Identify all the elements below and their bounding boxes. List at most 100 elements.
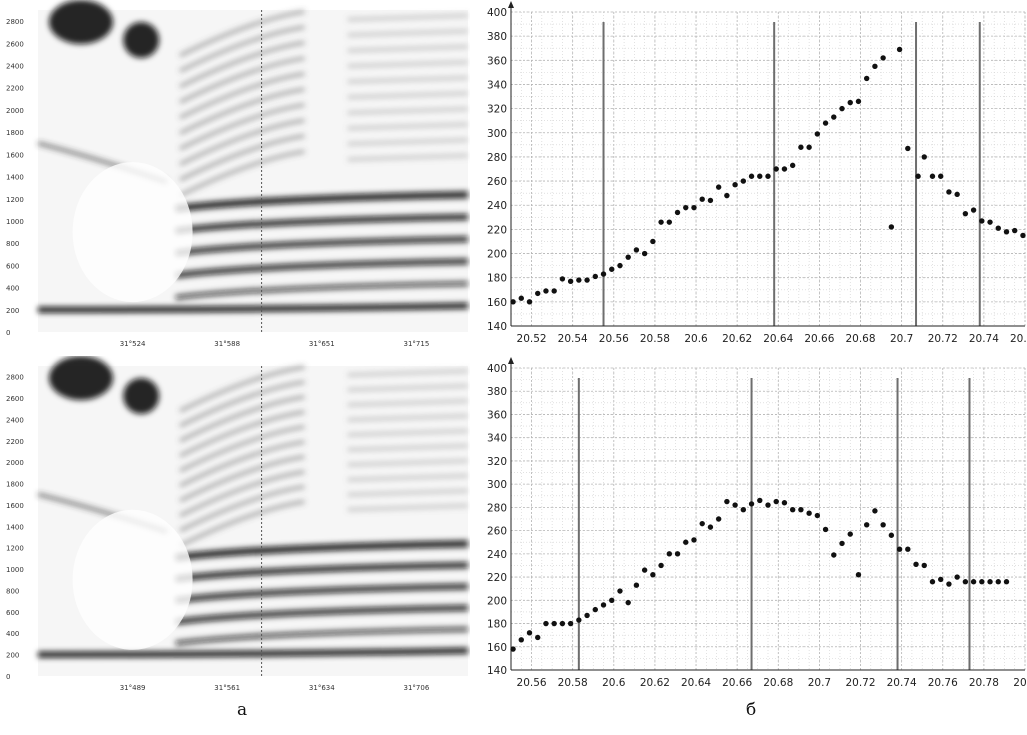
data-point <box>888 224 895 230</box>
y-tick-label: 2200 <box>6 438 24 446</box>
harmonic-line <box>347 368 469 377</box>
harmonic-line <box>347 137 469 146</box>
data-point <box>699 196 705 202</box>
x-tick-label: 20.64 <box>681 677 711 689</box>
harmonic-line <box>347 13 469 22</box>
data-point <box>970 207 977 213</box>
data-point <box>576 277 582 283</box>
spectrogram-bands <box>37 0 469 313</box>
data-point <box>863 522 870 528</box>
harmonic-line <box>179 454 305 503</box>
data-point <box>592 273 598 280</box>
harmonic-line <box>179 56 305 104</box>
data-point <box>831 552 837 558</box>
data-point <box>839 540 845 547</box>
harmonic-line <box>347 153 469 162</box>
harmonic-line <box>179 364 305 413</box>
x-tick-label: 20.52 <box>517 333 547 345</box>
data-point <box>567 620 574 627</box>
spectral-band <box>175 258 469 279</box>
x-tick-label: 20.76 <box>928 677 958 689</box>
data-point <box>915 173 921 179</box>
harmonic-line <box>179 379 305 428</box>
y-tick-label: 2000 <box>6 459 24 467</box>
data-point <box>551 288 557 294</box>
harmonic-line <box>179 40 305 89</box>
spectral-band <box>175 281 469 301</box>
x-tick-label: 20.78 <box>969 677 999 689</box>
x-tick-label: 20.58 <box>640 333 670 345</box>
data-point <box>995 579 1001 585</box>
data-point <box>691 537 697 543</box>
harmonic-line <box>179 499 305 548</box>
data-point <box>732 182 738 188</box>
y-tick-label: 600 <box>6 262 19 270</box>
harmonic-line <box>179 71 305 120</box>
data-point <box>765 502 771 508</box>
data-point <box>929 173 936 179</box>
data-point <box>880 55 886 61</box>
data-point <box>896 546 903 552</box>
x-tick-label: 20.58 <box>558 677 588 689</box>
spectral-band <box>175 191 469 213</box>
harmonic-line <box>179 394 305 443</box>
y-tick-label: 220 <box>487 224 507 236</box>
data-point <box>724 498 730 505</box>
harmonic-line <box>347 443 469 452</box>
data-point <box>699 520 705 527</box>
data-point <box>658 219 664 225</box>
data-point <box>625 254 631 260</box>
data-point <box>625 599 631 606</box>
data-point <box>987 219 993 225</box>
data-point <box>757 497 763 504</box>
data-point <box>732 502 738 508</box>
y-tick-label: 160 <box>487 642 507 654</box>
data-point <box>526 630 533 636</box>
y-tick-label: 320 <box>487 456 507 468</box>
x-tick-label: 31°651 <box>309 340 335 348</box>
y-tick-label: 800 <box>6 240 19 248</box>
spectrogram-bottom: 2800260024002200200018001600140012001000… <box>6 356 469 692</box>
data-point <box>938 576 944 583</box>
y-tick-label: 600 <box>6 609 19 617</box>
data-point <box>872 63 878 70</box>
harmonic-line <box>179 484 305 533</box>
y-tick-label: 1800 <box>6 129 24 137</box>
y-tick-label: 2400 <box>6 63 24 71</box>
data-point <box>913 561 919 567</box>
harmonic-line <box>347 503 469 512</box>
data-point <box>822 120 829 126</box>
x-tick-label: 20.56 <box>517 677 547 689</box>
data-point <box>510 299 516 305</box>
x-tick-label: 20.72 <box>845 677 875 689</box>
x-tick-label: 31°588 <box>214 340 240 348</box>
harmonic-line <box>179 424 305 473</box>
y-tick-label: 1400 <box>6 523 24 531</box>
harmonic-line <box>347 106 469 115</box>
data-point <box>954 191 960 198</box>
data-point <box>757 173 763 179</box>
y-tick-label: 800 <box>6 587 19 595</box>
y-tick-label: 1000 <box>6 218 24 226</box>
data-point <box>938 173 944 179</box>
data-point <box>674 209 681 216</box>
harmonic-line <box>179 87 305 136</box>
harmonic-line <box>347 473 469 482</box>
data-point <box>1020 232 1026 239</box>
data-point <box>905 145 911 152</box>
data-point <box>650 572 656 578</box>
data-point <box>921 154 927 160</box>
data-point <box>888 532 895 538</box>
harmonic-line <box>347 44 469 53</box>
data-point <box>633 247 640 253</box>
y-tick-label: 220 <box>487 572 507 584</box>
y-tick-label: 300 <box>487 479 507 491</box>
data-point <box>880 522 886 528</box>
y-axis-arrow <box>508 357 514 364</box>
caption-left: а <box>237 700 248 720</box>
data-point <box>584 277 590 283</box>
harmonic-line <box>347 383 469 392</box>
scatter-chart-top: 140 160 180 200 220 240 260 280 300 320 340 360 380 4… <box>487 1 1027 345</box>
data-point <box>609 266 615 272</box>
data-point <box>559 620 566 627</box>
